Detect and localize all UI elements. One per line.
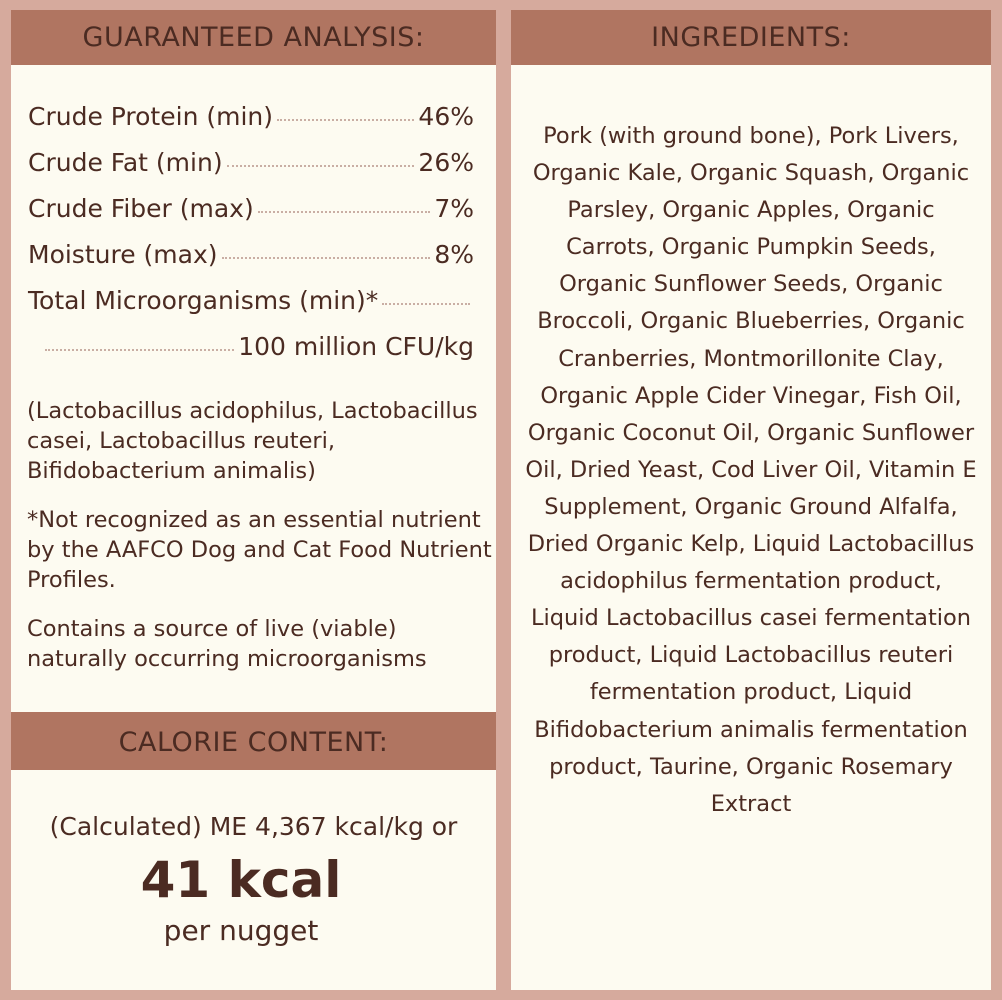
- ingredients-header: INGREDIENTS:: [511, 10, 991, 65]
- guaranteed-analysis-header: GUARANTEED ANALYSIS:: [11, 10, 496, 65]
- row-label: Total Microorganisms (min)*: [28, 286, 379, 315]
- analysis-row-microorganisms: Total Microorganisms (min)*: [28, 286, 474, 315]
- leader-dots: [226, 165, 415, 167]
- leader-dots: [45, 349, 235, 351]
- leader-dots: [221, 257, 431, 259]
- ingredients-list: Pork (with ground bone), Pork Livers, Or…: [525, 123, 977, 817]
- ingredients-panel: INGREDIENTS: Pork (with ground bone), Po…: [511, 10, 991, 990]
- row-value: 8%: [434, 240, 474, 269]
- analysis-row-moisture: Moisture (max) 8%: [28, 240, 474, 269]
- leader-dots: [382, 303, 470, 305]
- row-label: Moisture (max): [28, 240, 218, 269]
- strains-text: (Lactobacillus acidophilus, Lactobacillu…: [27, 398, 478, 484]
- row-label: Crude Protein (min): [28, 102, 274, 131]
- guaranteed-analysis-panel: GUARANTEED ANALYSIS: Crude Protein (min)…: [11, 10, 496, 990]
- calorie-calculated: (Calculated) ME 4,367 kcal/kg or: [49, 812, 458, 841]
- row-value: 7%: [434, 194, 474, 223]
- calorie-unit: per nugget: [163, 914, 319, 947]
- row-value: 100 million CFU/kg: [238, 332, 474, 361]
- row-label: Crude Fat (min): [28, 148, 223, 177]
- row-value: 46%: [418, 102, 474, 131]
- analysis-row-fat: Crude Fat (min) 26%: [28, 148, 474, 177]
- calorie-content-header: CALORIE CONTENT:: [11, 712, 496, 770]
- row-label: Crude Fiber (max): [28, 194, 254, 223]
- leader-dots: [257, 211, 431, 213]
- row-value: 26%: [418, 148, 474, 177]
- analysis-row-protein: Crude Protein (min) 46%: [28, 102, 474, 131]
- calorie-per-nugget-value: 41 kcal: [140, 851, 342, 909]
- analysis-row-fiber: Crude Fiber (max) 7%: [28, 194, 474, 223]
- live-cultures-text: Contains a source of live (viable) natur…: [27, 616, 427, 672]
- analysis-row-microorganisms-value: 100 million CFU/kg: [41, 332, 474, 361]
- footnote-text: *Not recognized as an essential nutrient…: [27, 507, 492, 593]
- leader-dots: [277, 119, 415, 121]
